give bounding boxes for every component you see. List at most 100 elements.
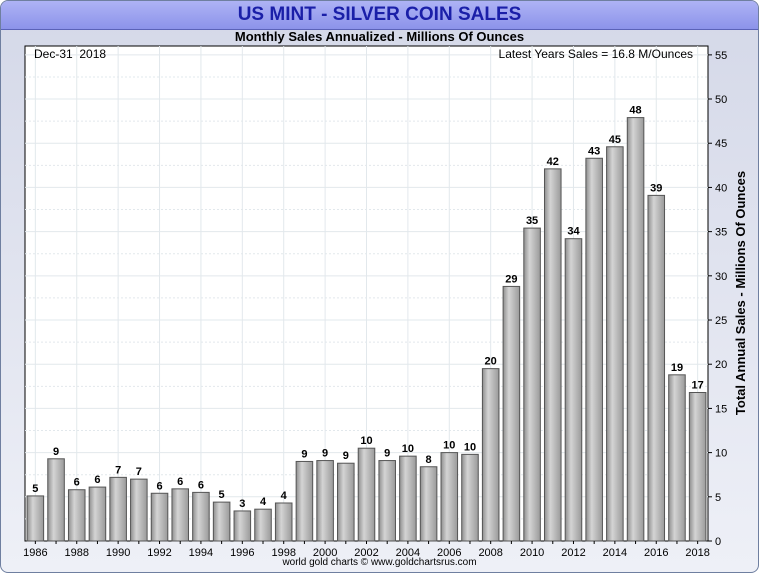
x-tick-label: 1992: [147, 547, 171, 559]
bar-value-label: 6: [94, 474, 100, 486]
bar-value-label: 9: [384, 448, 390, 460]
x-tick-label: 2014: [603, 547, 627, 559]
date-label: Dec-31 2018: [34, 47, 106, 61]
bar-value-label: 9: [343, 450, 349, 462]
bar-value-label: 3: [239, 498, 245, 510]
y-tick-label: 45: [715, 138, 727, 150]
x-tick-label: 2000: [313, 547, 337, 559]
bar-value-label: 29: [505, 273, 517, 285]
chart-title: US MINT - SILVER COIN SALES: [237, 4, 522, 25]
bar-1996: [233, 510, 252, 542]
y-axis-ticks: 0 5 10 15 20 25 30 35 40 45 50 55: [708, 50, 727, 548]
bar-1986: [26, 495, 45, 542]
y-tick-label: 0: [715, 536, 721, 548]
bar-value-label: 6: [198, 479, 204, 491]
y-tick-label: 5: [715, 492, 721, 504]
bar-2013: [585, 157, 603, 542]
bar-1995: [212, 501, 231, 542]
bar-1994: [192, 491, 210, 542]
bar-1991: [130, 478, 148, 542]
bar-2017: [668, 374, 686, 542]
bar-value-label: 10: [464, 441, 476, 453]
y-tick-label: 25: [715, 315, 727, 327]
y-tick-label: 10: [715, 448, 727, 460]
bar-1987: [47, 458, 65, 542]
bar-1990: [109, 476, 127, 542]
bar-value-label: 48: [629, 105, 641, 117]
bar-value-label: 42: [547, 156, 559, 168]
bar-value-label: 19: [671, 362, 683, 374]
y-tick-label: 50: [715, 94, 727, 106]
chart-subtitle: Monthly Sales Annualized - Millions Of O…: [234, 29, 525, 44]
bar-1997: [254, 508, 272, 542]
x-tick-label: 1996: [230, 547, 254, 559]
bar-2010: [523, 227, 541, 542]
bar-2007: [461, 453, 479, 542]
bar-2009: [502, 285, 521, 542]
bar-2008: [481, 368, 500, 542]
bar-value-label: 43: [588, 145, 600, 157]
bar-2003: [378, 460, 396, 542]
bar-value-label: 9: [53, 446, 59, 458]
bar-2016: [647, 194, 666, 542]
bar-value-label: 35: [526, 215, 538, 227]
bar-1989: [88, 486, 107, 542]
bar-value-label: 45: [609, 134, 621, 146]
bar-1993: [171, 488, 190, 542]
x-tick-label: 2010: [520, 547, 544, 559]
x-tick-label: 2006: [437, 547, 461, 559]
bar-value-label: 9: [322, 448, 328, 460]
bar-value-label: 7: [136, 466, 142, 478]
y-tick-label: 30: [715, 271, 727, 283]
bar-1999: [295, 460, 314, 542]
bar-2006: [440, 452, 459, 542]
bar-2000: [316, 460, 334, 542]
bar-value-label: 4: [281, 490, 288, 502]
x-tick-label: 1998: [271, 547, 295, 559]
bar-value-label: 6: [177, 476, 183, 488]
footer-credit: world gold charts © www.goldchartsrus.co…: [282, 557, 477, 568]
y-tick-label: 40: [715, 182, 727, 194]
bar-2004: [399, 455, 417, 542]
x-tick-label: 1994: [189, 547, 213, 559]
bar-2014: [606, 146, 624, 542]
bar-value-label: 17: [692, 380, 704, 392]
bar-2001: [337, 462, 355, 542]
bar-value-label: 39: [650, 182, 662, 194]
bar-1992: [150, 492, 169, 542]
bar-2012: [564, 238, 583, 542]
bar-value-label: 9: [301, 448, 307, 460]
x-tick-label: 2004: [396, 547, 420, 559]
bar-2005: [419, 466, 438, 542]
x-tick-label: 2018: [685, 547, 709, 559]
bar-value-label: 10: [360, 435, 372, 447]
x-tick-label: 2016: [644, 547, 668, 559]
bar-2002: [357, 447, 376, 542]
bar-value-label: 10: [443, 440, 455, 452]
x-tick-label: 1990: [106, 547, 130, 559]
bar-value-label: 34: [567, 226, 580, 238]
bar-2018: [688, 392, 707, 542]
bar-2015: [626, 117, 645, 542]
bar-value-label: 5: [32, 483, 38, 495]
bar-1998: [274, 502, 293, 542]
bar-1988: [67, 489, 86, 542]
bar-value-label: 8: [426, 454, 432, 466]
latest-sales-annotation: Latest Years Sales = 16.8 M/Ounces: [499, 47, 693, 61]
x-axis-ticks: 1986 1988 1990 1992 1994 1996 1998 2000 2002 2004…: [23, 541, 710, 559]
x-tick-label: 2002: [354, 547, 378, 559]
x-tick-label: 2012: [561, 547, 585, 559]
bar-value-label: 20: [485, 356, 497, 368]
y-tick-label: 15: [715, 403, 727, 415]
y-axis-label: Total Annual Sales - Millions Of Ounces: [733, 171, 748, 415]
bar-value-label: 10: [402, 443, 414, 455]
y-tick-label: 35: [715, 227, 727, 239]
bar-2011: [543, 168, 562, 542]
bar-value-label: 5: [219, 489, 225, 501]
x-tick-label: 1986: [23, 547, 47, 559]
x-tick-label: 2008: [478, 547, 502, 559]
bar-value-label: 6: [74, 477, 80, 489]
